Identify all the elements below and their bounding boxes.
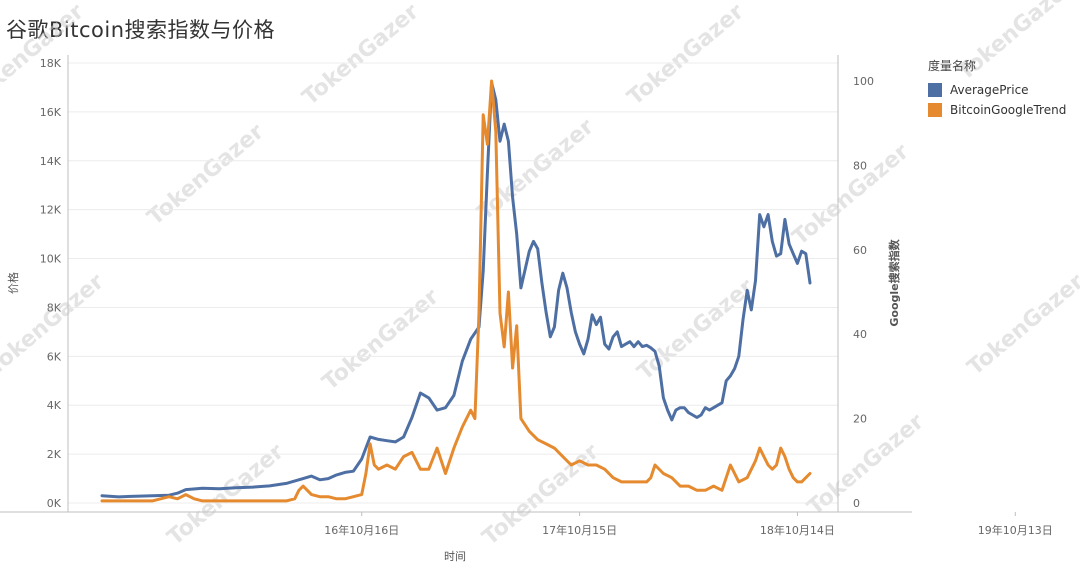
right-y-ticks: 0 20 40 60 80 100 bbox=[853, 75, 874, 510]
x-ticks: 16年10月16日 17年10月15日 18年10月14日 19年10月13日 bbox=[324, 512, 1053, 537]
left-y-tick-label: 10K bbox=[40, 253, 62, 266]
legend-label-average-price: AveragePrice bbox=[950, 83, 1029, 97]
left-y-ticks: 0K 2K 4K 6K 8K 10K 12K 14K 16K 18K bbox=[40, 57, 62, 510]
watermark-text: TokenGazer bbox=[0, 0, 89, 111]
legend-swatch-google-trend bbox=[928, 103, 942, 117]
right-y-tick-label: 80 bbox=[853, 159, 867, 172]
right-y-axis-title: Google搜索指数 bbox=[887, 238, 901, 326]
watermark-text: TokenGazer bbox=[633, 274, 759, 385]
left-y-axis-title: 价格 bbox=[6, 272, 20, 294]
left-y-tick-label: 4K bbox=[47, 399, 62, 412]
x-tick-label: 16年10月16日 bbox=[324, 523, 399, 537]
axes bbox=[0, 55, 912, 513]
x-tick-label: 19年10月13日 bbox=[978, 523, 1053, 537]
left-y-tick-label: 6K bbox=[47, 350, 62, 363]
x-axis-title: 时间 bbox=[444, 550, 466, 563]
watermark-text: TokenGazer bbox=[473, 114, 599, 225]
legend-title: 度量名称 bbox=[928, 59, 977, 73]
right-y-tick-label: 0 bbox=[853, 497, 860, 510]
watermark-text: TokenGazer bbox=[788, 139, 914, 250]
watermark-text: TokenGazer bbox=[143, 119, 269, 230]
chart-title: 谷歌Bitcoin搜索指数与价格 bbox=[6, 18, 276, 42]
legend-label-google-trend: BitcoinGoogleTrend bbox=[950, 103, 1067, 117]
right-y-tick-label: 60 bbox=[853, 244, 867, 257]
right-y-tick-label: 100 bbox=[853, 75, 874, 88]
left-y-tick-label: 8K bbox=[47, 301, 62, 314]
watermark-text: TokenGazer bbox=[963, 269, 1080, 380]
legend-swatch-average-price bbox=[928, 83, 942, 97]
left-y-tick-label: 18K bbox=[40, 57, 62, 70]
watermark-text: TokenGazer bbox=[803, 409, 929, 520]
watermark-text: TokenGazer bbox=[318, 284, 444, 395]
series-layer bbox=[100, 79, 812, 503]
right-y-tick-label: 20 bbox=[853, 413, 867, 426]
legend-item-average-price[interactable]: AveragePrice bbox=[928, 80, 1066, 100]
watermark-text: TokenGazer bbox=[623, 0, 749, 111]
left-y-tick-label: 12K bbox=[40, 204, 62, 217]
right-y-tick-label: 40 bbox=[853, 328, 867, 341]
legend-item-google-trend[interactable]: BitcoinGoogleTrend bbox=[928, 100, 1066, 120]
series-line-bitcoingoogletrend bbox=[100, 79, 812, 503]
legend: 度量名称 AveragePrice BitcoinGoogleTrend bbox=[928, 57, 1066, 120]
x-tick-label: 18年10月14日 bbox=[760, 523, 835, 537]
grid-lines bbox=[68, 62, 838, 504]
left-y-tick-label: 0K bbox=[47, 497, 62, 510]
watermark-text: TokenGazer bbox=[298, 0, 424, 111]
series-line-averageprice bbox=[100, 81, 812, 499]
left-y-tick-label: 2K bbox=[47, 448, 62, 461]
left-y-tick-label: 14K bbox=[40, 155, 62, 168]
x-tick-label: 17年10月15日 bbox=[542, 523, 617, 537]
left-y-tick-label: 16K bbox=[40, 106, 62, 119]
